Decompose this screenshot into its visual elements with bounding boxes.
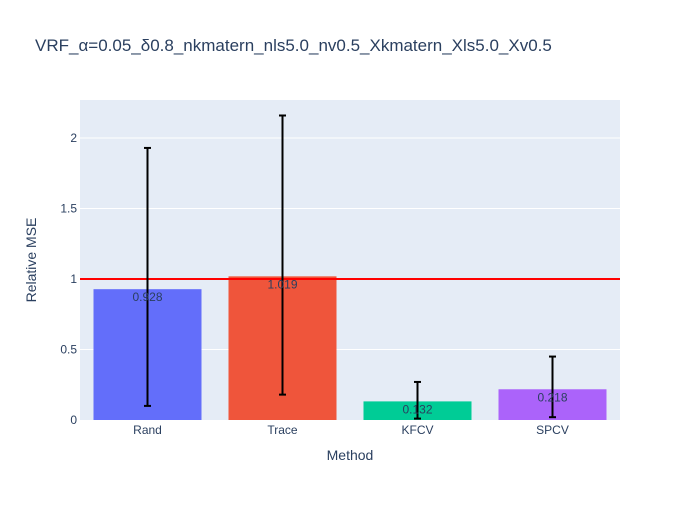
bar-value-label: 0.218 — [537, 390, 567, 404]
error-bar — [549, 355, 556, 419]
x-tick-label: Trace — [267, 423, 298, 437]
error-bar — [414, 380, 421, 420]
x-tick-label: Rand — [133, 423, 162, 437]
error-bar — [279, 114, 286, 396]
bar-value-label: 1.019 — [267, 277, 297, 291]
y-tick-label: 1.5 — [60, 202, 77, 216]
error-bars — [144, 114, 556, 420]
y-axis-ticks: 0 0.5 1 1.5 2 — [60, 131, 77, 427]
y-tick-label: 0 — [70, 413, 77, 427]
y-tick-label: 2 — [70, 131, 77, 145]
x-axis-ticks: Rand Trace KFCV SPCV — [133, 423, 569, 437]
y-tick-label: 0.5 — [60, 343, 77, 357]
x-tick-label: SPCV — [536, 423, 569, 437]
x-tick-label: KFCV — [401, 423, 433, 437]
x-axis-title: Method — [327, 447, 374, 463]
error-bar — [144, 146, 151, 407]
chart-title: VRF_α=0.05_δ0.8_nkmatern_nls5.0_nv0.5_Xk… — [35, 36, 552, 55]
y-axis-title: Relative MSE — [23, 218, 39, 303]
bar-value-label: 0.132 — [402, 402, 432, 416]
bar-value-labels: 0.928 1.019 0.132 0.218 — [132, 277, 567, 416]
bar-value-label: 0.928 — [132, 290, 162, 304]
y-tick-label: 1 — [70, 272, 77, 286]
